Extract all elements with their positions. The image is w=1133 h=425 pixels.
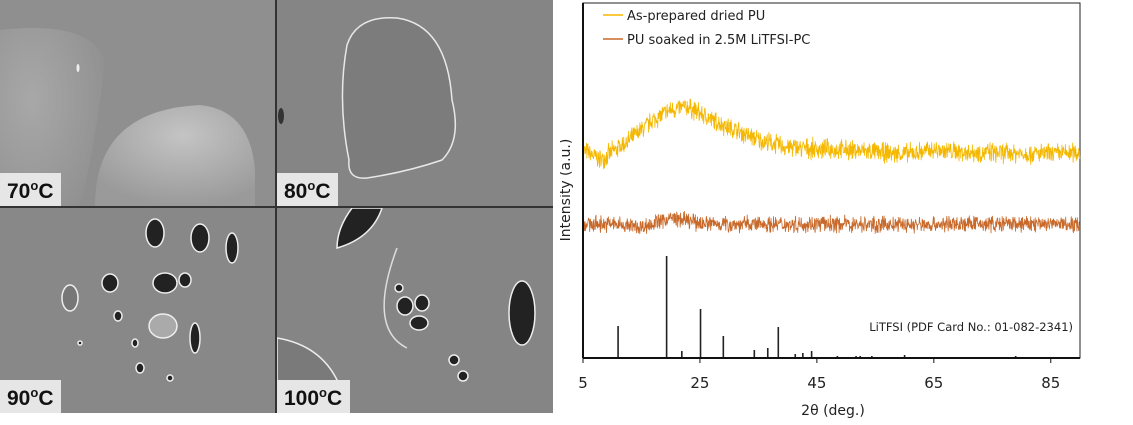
sem-panel-90c: 90oC [0,208,275,413]
x-tick-label: 25 [690,374,709,392]
x-tick-label: 45 [807,374,826,392]
sem-panel-100c: 100oC [277,208,553,413]
series-line-0 [582,98,1081,170]
sem-image-80c [277,0,553,206]
xrd-chart: 5 25 45 65 85 As-prepared dried PU PU soaked… [560,2,1081,419]
sem-panel-70c: 70oC [0,0,275,206]
x-tick-label: 65 [924,374,943,392]
reference-label: LiTFSI (PDF Card No.: 01-082-2341) [869,320,1073,334]
temperature-label-70c: 70oC [0,173,62,206]
temperature-label-80c: 80oC [277,173,339,206]
sem-panel-80c: 80oC [277,0,553,206]
legend-label-soaked: PU soaked in 2.5M LiTFSI-PC [627,33,810,48]
x-tick-label: 5 [578,374,588,392]
sem-image-100c [277,208,553,413]
sem-image-70c [0,0,275,206]
y-axis-title: Intensity (a.u.) [560,139,574,242]
sem-image-90c [0,208,275,413]
sem-image-grid: 70oC 80oC 90oC [0,0,553,413]
x-tick-label: 85 [1041,374,1060,392]
plot-frame [582,2,1081,359]
legend-label-as-prepared: As-prepared dried PU [627,9,765,24]
temperature-label-100c: 100oC [277,380,351,413]
legend: As-prepared dried PU PU soaked in 2.5M L… [603,9,810,48]
series-line-1 [582,210,1081,235]
x-axis-title: 2θ (deg.) [801,403,865,419]
temperature-label-90c: 90oC [0,380,62,413]
